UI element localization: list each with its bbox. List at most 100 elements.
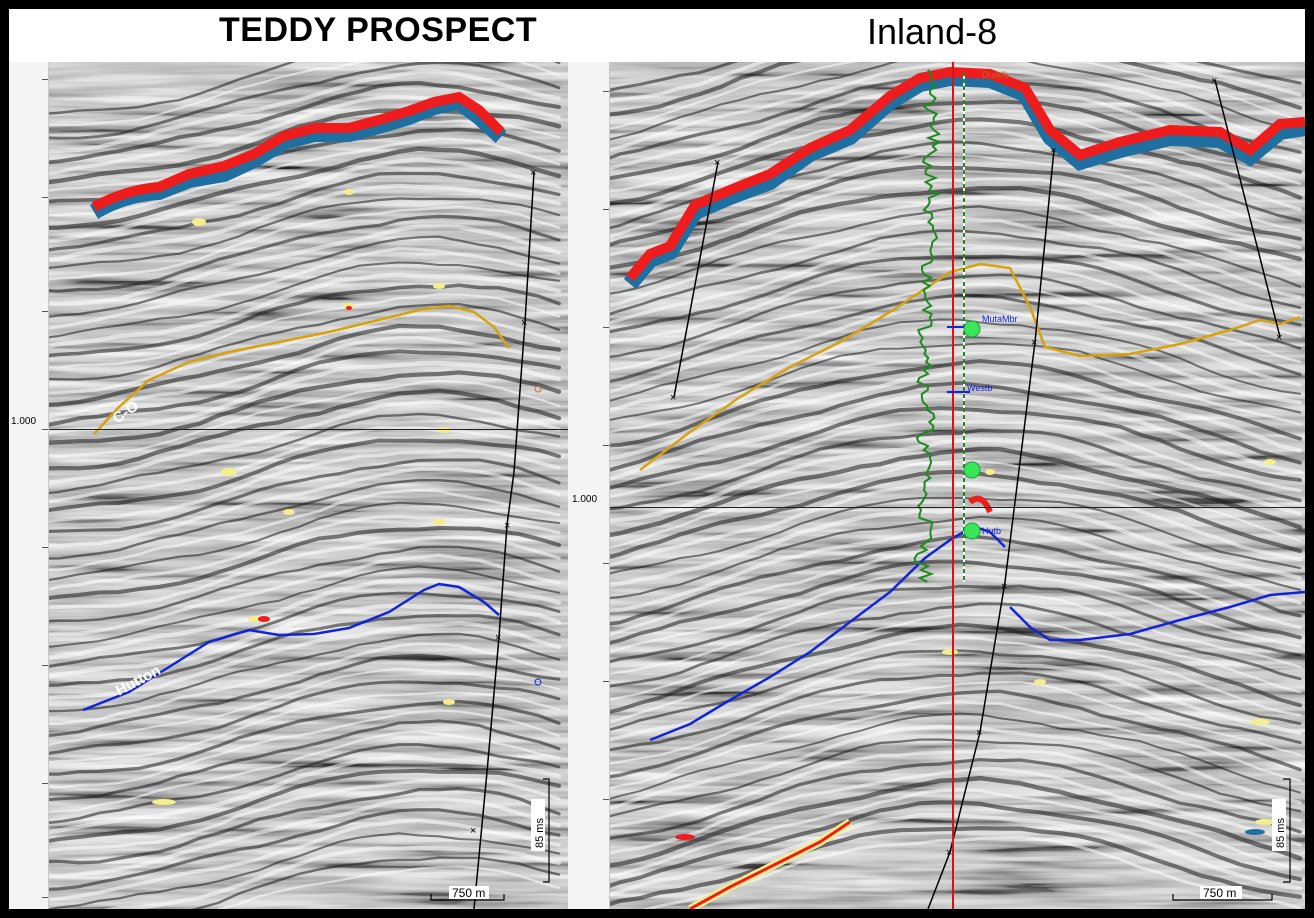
well-tops: MutaMbr Westb DraMb Hutb [947,70,1018,536]
reflector-band [49,709,561,789]
axis-tick [42,79,48,80]
figure-canvas: TEDDY PROSPECT Inland-8 1.000 1.000 [9,9,1305,909]
right-time-label: 1.000 [572,494,598,505]
reflector-band [610,680,1302,765]
reflector-band [610,459,1302,549]
reflector-band [610,229,1302,316]
axis-tick [42,547,48,548]
reflector-band [49,80,561,165]
reflector-band [49,261,561,339]
reflector-band [610,524,1302,613]
axis-tick [42,429,48,430]
reflector-band [610,185,1303,270]
reflector-band [49,62,561,115]
reflector-band [216,865,561,909]
reflector-band [49,832,561,909]
reflector-band [49,545,561,623]
reflector-band [610,748,1302,829]
right-seismic-section: × × × × × × × × × MutaMbr Westb DraMb Hutb [610,62,1305,909]
reflector-band [610,613,1302,701]
fault-markers: × × × × × × × × × [670,75,1282,859]
reflector-band [49,302,561,381]
reflector-band [49,400,561,485]
svg-text:×: × [1001,581,1007,593]
left-time-axis: 1.000 [9,62,49,909]
reflector-band [610,496,1302,575]
reflector-band [49,632,561,713]
reflector-band [610,788,1302,878]
reflector-band [49,458,561,533]
horizontal-scale-label: 750 m [1203,886,1236,900]
svg-text:×: × [470,825,476,837]
reflector-band [610,602,1302,688]
reflector-band [49,312,561,395]
hutton-horizon [82,582,500,712]
soft-amplitude-spots [152,189,455,805]
reflector-band [610,775,1303,868]
reflector-band [49,246,561,330]
reflector-band [49,488,561,572]
reflector-band [49,535,561,610]
reflector-band [49,183,562,263]
axis-tick [42,665,48,666]
reflector-band [49,755,562,834]
reflector-band [610,62,1302,92]
reflector-band [49,691,561,764]
reflector-band [610,482,1302,568]
well-top-label: Westb [967,383,992,393]
reflector-band [610,428,1302,511]
axis-tick [603,563,609,564]
right-panel-title: Inland-8 [867,11,998,52]
reflector-band [610,62,1302,152]
reflector-band [610,392,1303,481]
reflector-band [610,446,1303,538]
reflector-band [49,818,561,902]
reflector-band [610,117,1303,206]
marker-circle [534,385,542,393]
reflector-band [49,283,561,358]
reflector-band [610,381,1302,472]
reflector-band [49,360,562,435]
left-time-label: 1.000 [11,416,37,427]
reflector-band [49,426,561,504]
time-line-1000 [49,429,568,430]
red-bright-spot [968,495,993,514]
reflector-band [610,689,1302,779]
fault-line [473,171,535,909]
axis-tick [603,91,609,92]
reflector-band [49,613,561,688]
horizontal-scale-bar [1172,894,1273,901]
reflector-band [610,813,1303,897]
axis-tick [603,445,609,446]
reflector-band [610,635,1302,724]
reflector-band [49,412,561,495]
axis-tick [603,209,609,210]
reflector-band [610,573,1302,654]
c-o-horizon [93,304,511,435]
reflector-band [49,197,561,270]
reflector-band [610,661,1302,742]
reflector-band [49,796,561,879]
reflector-band [610,712,1301,800]
reflector-band [610,406,1302,490]
reflector-band [49,699,561,776]
vertical-scale-bg [1272,799,1286,851]
svg-text:×: × [521,317,527,329]
svg-text:×: × [1211,75,1217,87]
svg-text:×: × [1031,337,1037,349]
reflector-band [49,577,562,660]
svg-text:×: × [1276,332,1282,344]
reflector-band [610,254,1302,334]
reflector-band [49,603,562,679]
reflector-band [49,565,560,648]
svg-text:×: × [530,167,536,179]
horizontal-scale-bg [1200,886,1242,899]
reflector-band [49,379,561,458]
axis-tick [42,897,48,898]
reflector-band [49,349,561,427]
reflector-band [49,642,561,726]
gamma-ray-log [913,69,942,583]
reflector-band [49,370,562,445]
reflector-band [610,342,1301,421]
